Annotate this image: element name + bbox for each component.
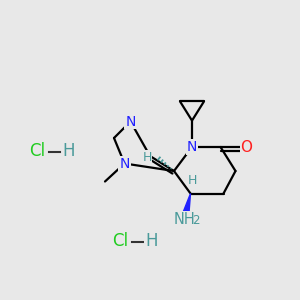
Text: 2: 2 — [192, 214, 199, 227]
Text: Cl: Cl — [112, 232, 128, 250]
Text: H: H — [63, 142, 75, 160]
Text: N: N — [187, 140, 197, 154]
Text: Cl: Cl — [29, 142, 46, 160]
Text: N: N — [125, 115, 136, 128]
Text: H: H — [145, 232, 158, 250]
Polygon shape — [183, 194, 190, 214]
Text: H: H — [187, 173, 197, 187]
Text: H: H — [142, 151, 152, 164]
Text: O: O — [241, 140, 253, 154]
Text: NH: NH — [174, 212, 195, 227]
Text: N: N — [119, 157, 130, 170]
